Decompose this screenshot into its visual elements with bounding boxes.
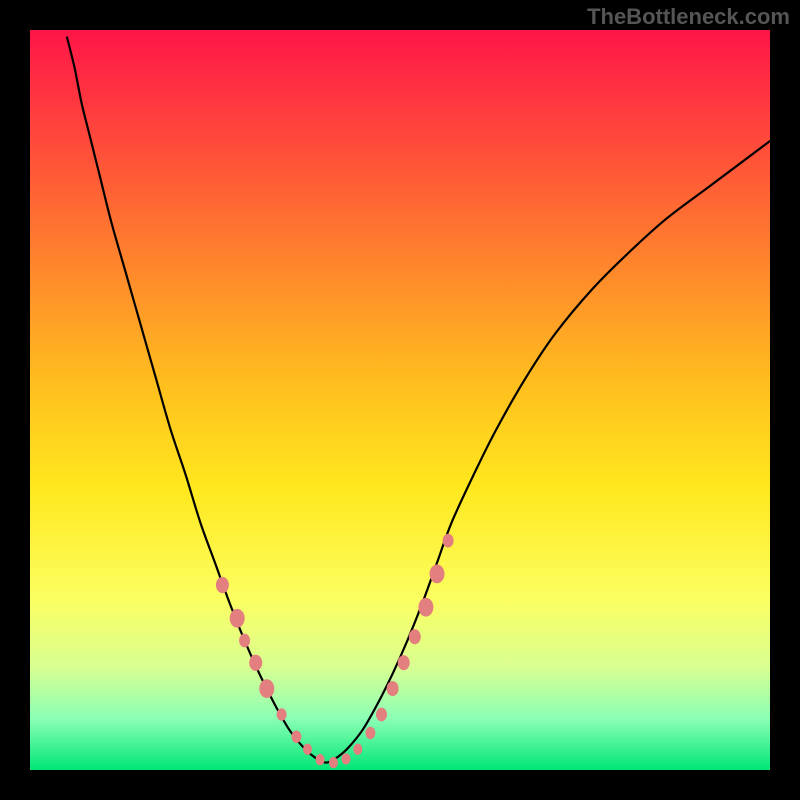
data-marker — [398, 655, 410, 670]
data-marker — [365, 727, 375, 740]
data-marker — [353, 744, 362, 755]
data-marker — [387, 681, 399, 696]
data-marker — [316, 754, 325, 765]
data-marker — [216, 577, 229, 593]
data-marker — [443, 534, 454, 548]
data-marker — [277, 708, 287, 721]
data-marker — [303, 744, 312, 755]
data-marker — [249, 655, 262, 671]
data-marker — [329, 757, 338, 768]
data-marker — [430, 565, 445, 584]
data-marker — [376, 708, 387, 722]
stage: TheBottleneck.com — [0, 0, 800, 800]
chart-svg — [30, 30, 770, 770]
data-marker — [341, 753, 350, 764]
data-marker — [230, 609, 245, 628]
data-marker — [418, 598, 433, 617]
data-marker — [239, 634, 250, 648]
data-marker — [291, 730, 301, 743]
watermark-text: TheBottleneck.com — [587, 4, 790, 30]
data-marker — [259, 679, 274, 698]
data-marker — [409, 629, 421, 644]
plot-area — [30, 30, 770, 770]
